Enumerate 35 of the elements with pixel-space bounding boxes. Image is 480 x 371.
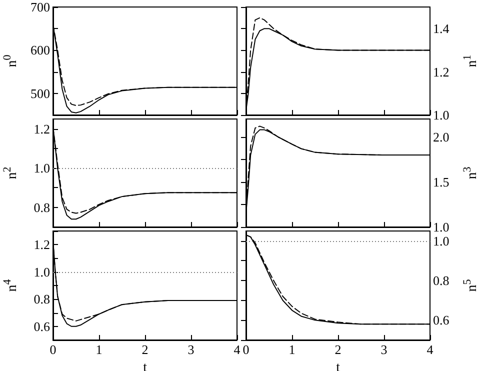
y-tick-label: 1.0 (34, 160, 50, 176)
y-axis-title: n2 (2, 166, 20, 180)
y-axis-title: n5 (462, 278, 480, 292)
x-tick-label: 2 (334, 342, 342, 357)
y-tick-label: 0.8 (34, 292, 50, 307)
y-tick-label: 1.0 (433, 220, 450, 234)
y-tick-label: 0.8 (433, 273, 450, 288)
y-tick-label: 0.6 (34, 318, 50, 334)
y-tick-label: 500 (30, 86, 50, 101)
y-tick-label: 1.2 (34, 237, 50, 252)
y-tick-label: 1.0 (34, 264, 50, 280)
x-tick-label: 1 (96, 342, 102, 357)
x-tick-label: 4 (234, 342, 241, 357)
y-tick-label: 1.2 (433, 64, 450, 80)
y-tick-label: 600 (30, 42, 50, 58)
y-tick-label: 1.5 (433, 174, 450, 190)
y-axis-title: n0 (2, 54, 20, 68)
y-tick-label: 2.0 (433, 130, 450, 144)
y-axis-title: n4 (2, 278, 20, 292)
y-tick-label: 0.6 (433, 312, 450, 328)
y-tick-label: 700 (30, 0, 50, 14)
y-tick-label: 1.0 (433, 233, 450, 248)
y-tick-label: 1.4 (433, 21, 450, 36)
x-tick-label: 0 (242, 342, 250, 357)
x-tick-label: 3 (380, 342, 388, 357)
x-tick-label: 1 (288, 342, 296, 357)
y-axis-title: n3 (462, 166, 480, 180)
x-tick-label: 2 (142, 342, 148, 357)
y-tick-label: 1.2 (34, 121, 50, 136)
y-tick-label: 0.8 (34, 200, 50, 215)
x-tick-label: 3 (188, 342, 194, 357)
y-axis-title: n1 (462, 54, 480, 68)
x-tick-label: 0 (50, 342, 56, 357)
y-tick-label: 1.0 (433, 108, 450, 122)
x-tick-label: 4 (426, 342, 434, 357)
